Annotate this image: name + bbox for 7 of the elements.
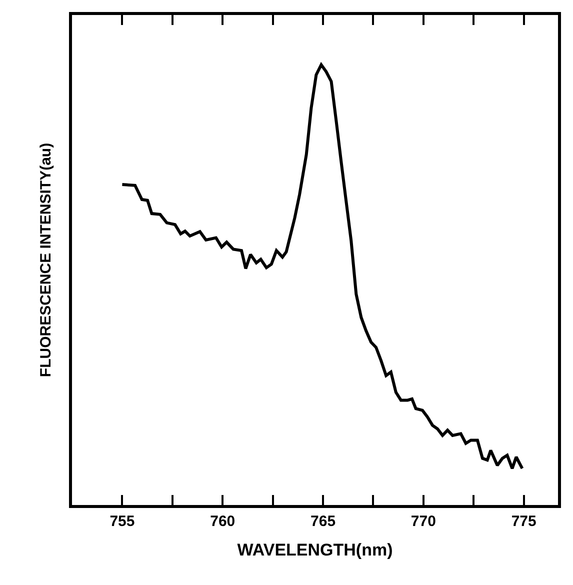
x-tick-label: 775: [511, 513, 536, 530]
x-tick-label: 765: [310, 513, 336, 530]
y-axis-title: FLUORESCENCE INTENSITY(au): [37, 142, 54, 378]
x-tick-label: 755: [110, 513, 135, 530]
x-tick-label: 770: [410, 513, 436, 530]
x-axis-title: WAVELENGTH(nm): [237, 540, 393, 560]
x-tick-label: 760: [210, 513, 236, 530]
